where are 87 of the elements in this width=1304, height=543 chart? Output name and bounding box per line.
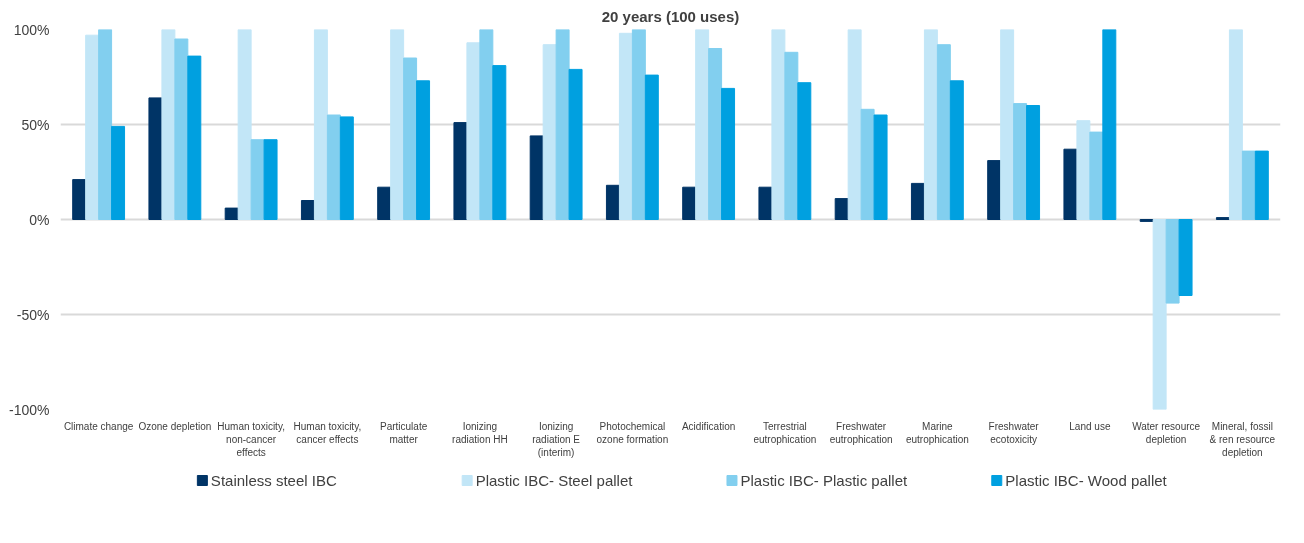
bar <box>466 42 481 220</box>
bar <box>237 29 252 220</box>
bar <box>910 182 925 220</box>
bar <box>860 108 875 220</box>
bar <box>708 48 723 220</box>
x-tick-label: Photochemical ozone formation <box>596 420 669 445</box>
bar <box>1228 29 1243 220</box>
x-tick-label: Climate change <box>63 420 134 432</box>
bar <box>313 29 328 220</box>
x-tick-label: Marine eutrophication <box>905 420 969 445</box>
bar <box>453 122 468 220</box>
legend-label: Plastic IBC- Wood pallet <box>1005 472 1168 489</box>
bar <box>72 179 87 220</box>
bar <box>1178 219 1193 296</box>
chart-title: 20 years (100 uses) <box>601 7 740 25</box>
bar <box>1241 150 1256 220</box>
bar <box>644 74 659 220</box>
bar <box>695 29 710 220</box>
bar <box>784 51 799 220</box>
bar <box>1089 131 1104 220</box>
bar <box>250 139 265 220</box>
x-tick-label: Ionizing radiation E (interim) <box>532 420 581 458</box>
x-tick-label: Terrestrial eutrophication <box>753 420 817 445</box>
bar <box>949 80 964 220</box>
x-tick-label: Acidification <box>681 420 736 432</box>
bar <box>1013 103 1028 220</box>
bar <box>1152 219 1167 410</box>
bar <box>187 55 202 220</box>
bar <box>1000 29 1015 220</box>
bar <box>85 34 100 220</box>
x-tick-label: Particulate matter <box>380 420 428 445</box>
bar <box>758 186 773 220</box>
bar <box>377 186 392 220</box>
bar <box>1063 148 1078 220</box>
bar <box>771 29 786 220</box>
x-tick-label: Human toxicity, non-cancer effects <box>217 420 285 458</box>
bar <box>797 82 812 220</box>
bar <box>568 68 583 220</box>
x-tick-label: Land use <box>1069 420 1111 432</box>
bar <box>631 29 646 220</box>
legend-label: Plastic IBC- Steel pallet <box>475 472 634 489</box>
bar <box>618 32 633 220</box>
bar <box>1165 219 1180 304</box>
bar <box>263 139 278 220</box>
bar <box>174 38 189 220</box>
bar <box>987 160 1002 220</box>
bar <box>224 207 239 220</box>
bar <box>873 114 888 220</box>
x-tick-label: Ionizing radiation HH <box>452 420 508 445</box>
bar <box>1076 120 1091 220</box>
x-tick-label: Freshwater ecotoxicity <box>988 420 1040 445</box>
y-tick-label: 0% <box>29 211 50 228</box>
bar <box>148 97 163 220</box>
bar <box>682 186 697 220</box>
x-tick-label: Water resource depletion <box>1132 420 1201 445</box>
bar <box>555 29 570 220</box>
bar <box>98 29 113 220</box>
bar <box>834 198 849 220</box>
x-tick-label: Ozone depletion <box>138 420 212 432</box>
bar <box>605 184 620 220</box>
bar <box>936 44 951 220</box>
bar <box>416 80 431 220</box>
legend-label: Stainless steel IBC <box>210 472 337 489</box>
bar <box>1026 105 1041 220</box>
bar <box>390 29 405 220</box>
bar <box>339 116 354 220</box>
x-tick-label: Freshwater eutrophication <box>829 420 893 445</box>
bar <box>529 135 544 220</box>
bar <box>479 29 494 220</box>
bar <box>721 87 736 220</box>
y-tick-label: 50% <box>21 116 50 133</box>
bar <box>326 114 341 220</box>
bar <box>1254 150 1269 220</box>
bar <box>1102 29 1117 220</box>
bar <box>492 65 507 220</box>
bar <box>403 57 418 220</box>
y-tick-label: -50% <box>16 306 50 323</box>
bar <box>847 29 862 220</box>
y-tick-label: 100% <box>13 21 50 38</box>
bar <box>300 200 315 220</box>
bar <box>161 29 176 220</box>
x-tick-label: Human toxicity, cancer effects <box>293 420 362 445</box>
bar <box>923 29 938 220</box>
y-tick-label: -100% <box>9 401 50 418</box>
x-tick-label: Mineral, fossil & ren resource depletion <box>1209 420 1276 458</box>
legend-label: Plastic IBC- Plastic pallet <box>740 472 909 489</box>
bar <box>111 125 126 220</box>
